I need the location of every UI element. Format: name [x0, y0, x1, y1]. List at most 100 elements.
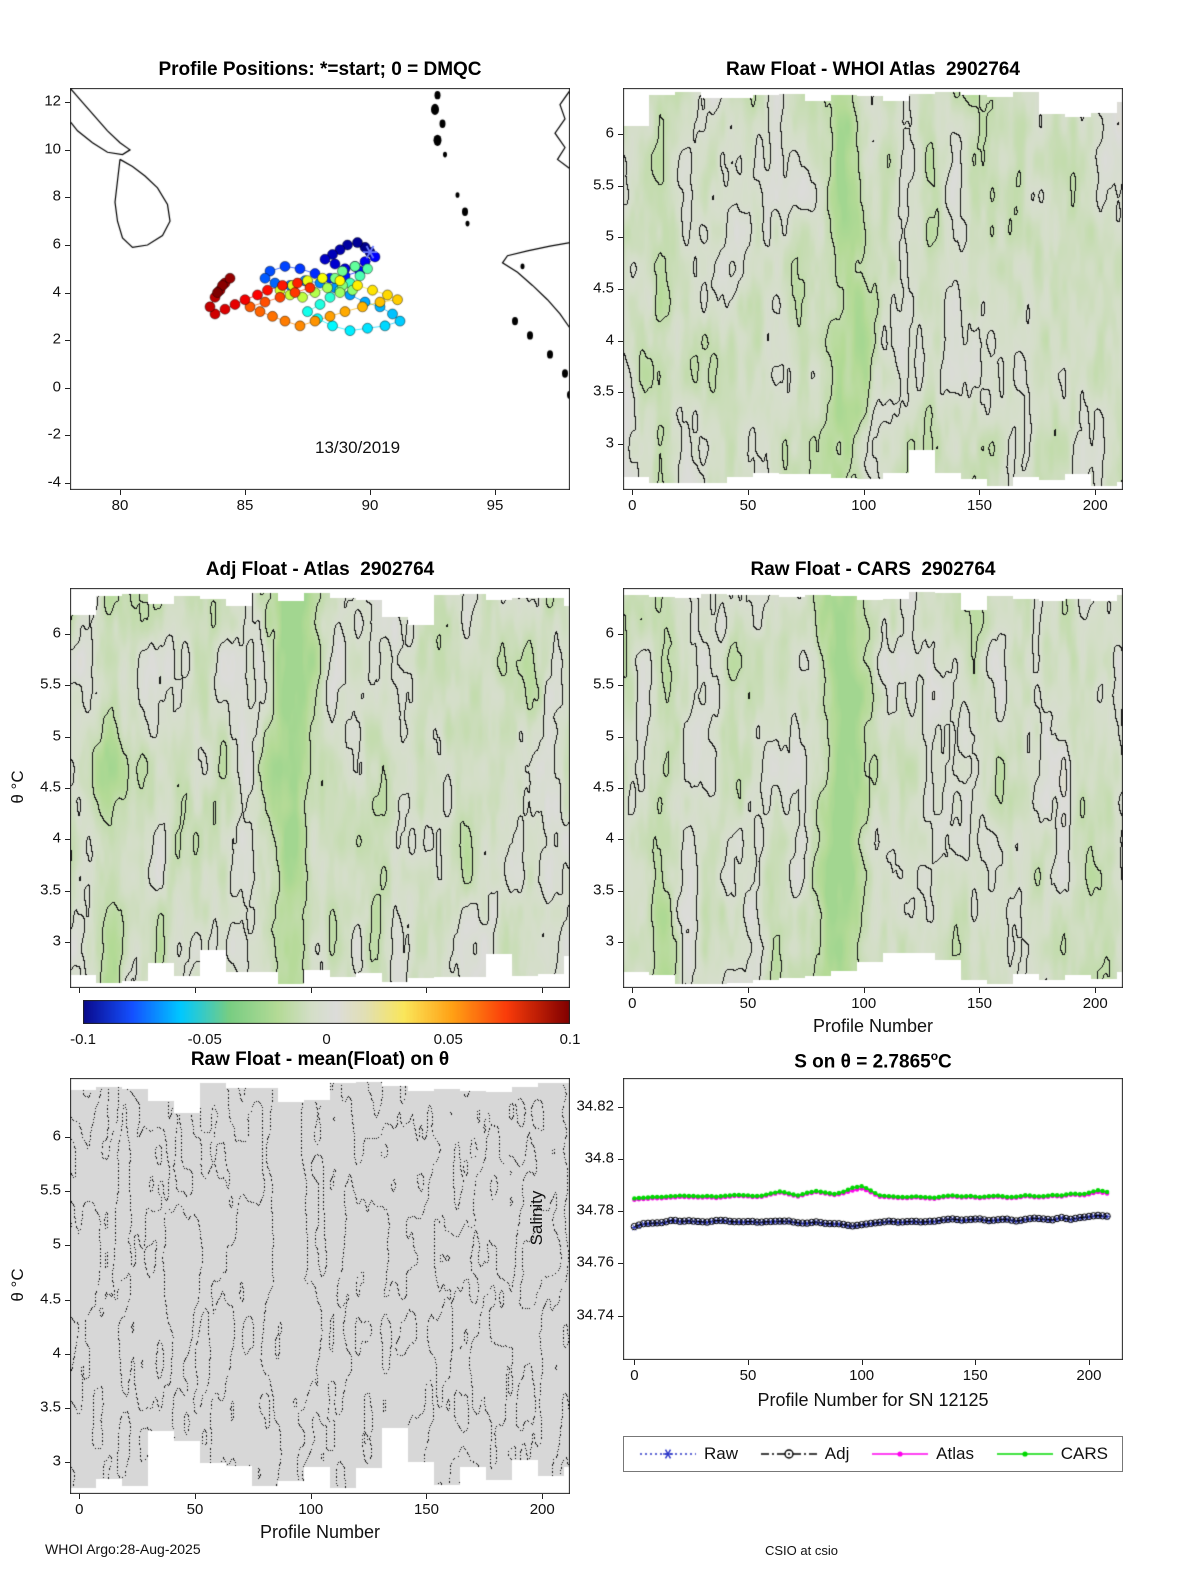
panel-title: Profile Positions: *=start; 0 = DMQC [158, 59, 482, 80]
x-tick-label: 0 [628, 995, 637, 1012]
x-tick-mark [634, 1360, 636, 1365]
y-tick-mark [618, 340, 623, 342]
y-tick-mark [65, 149, 70, 151]
y-tick-label: 12 [44, 92, 61, 110]
panel-title: S on θ = 2.7865oC [603, 1049, 1143, 1073]
x-tick-mark [495, 490, 496, 495]
y-tick-mark [618, 1158, 623, 1160]
y-tick-mark [65, 634, 70, 636]
adj-legend-marker-icon [758, 1445, 819, 1463]
x-tick-mark [863, 490, 865, 495]
y-tick-mark [65, 1353, 70, 1355]
y-tick-mark [65, 1461, 70, 1463]
colorbar-tick-label: 0.1 [559, 1031, 581, 1048]
y-tick-label: 2 [52, 330, 61, 348]
x-tick-label: 150 [413, 1501, 439, 1518]
legend-box: Raw Adj Atlas CARS [623, 1436, 1123, 1472]
contour-canvas-adj-atlas [70, 588, 570, 988]
legend-label: CARS [1060, 1444, 1108, 1463]
x-axis-label: Profile Number [812, 1016, 934, 1036]
y-tick-label: 6 [605, 125, 614, 143]
legend-label: Raw [704, 1444, 739, 1463]
y-tick-label: 3.5 [593, 881, 614, 899]
y-tick-mark [65, 941, 70, 943]
y-tick-mark [618, 443, 623, 445]
y-tick-mark [65, 197, 70, 199]
x-tick-mark [310, 988, 312, 993]
y-tick-mark [618, 289, 623, 290]
y-tick-mark [618, 736, 623, 738]
title-text: C [938, 1051, 952, 1073]
x-tick-mark [975, 1360, 977, 1365]
y-axis-label-salinity: Salinity [527, 1190, 546, 1246]
y-tick-label: 6 [52, 235, 61, 253]
x-tick-label: 100 [849, 1367, 875, 1384]
x-tick-label: 50 [739, 1367, 757, 1384]
y-tick-mark [65, 102, 70, 104]
y-tick-label: 5 [52, 727, 61, 745]
y-tick-label: 34.78 [576, 1201, 614, 1219]
y-tick-mark [618, 634, 623, 636]
y-tick-mark [618, 685, 623, 687]
map-date-label: 13/30/2019 [315, 437, 401, 457]
x-tick-mark [1088, 1360, 1090, 1365]
x-tick-label: 150 [966, 497, 992, 514]
x-tick-mark [748, 988, 749, 993]
y-tick-mark [65, 1407, 70, 1409]
x-tick-label: 50 [186, 1501, 204, 1518]
colorbar-tick-label: -0.05 [187, 1031, 222, 1048]
contour-canvas-raw-cars [623, 588, 1123, 988]
colorbar-tick-label: 0 [322, 1031, 331, 1048]
x-tick-mark [120, 490, 121, 495]
y-tick-label: 34.76 [576, 1254, 614, 1272]
y-tick-mark [618, 1211, 623, 1213]
x-axis-label: Profile Number [259, 1522, 381, 1542]
y-tick-label: 4.5 [40, 778, 61, 796]
y-tick-label: 4 [605, 829, 614, 847]
legend-item-raw: Raw [638, 1444, 738, 1464]
y-tick-mark [618, 890, 623, 892]
y-tick-label: 34.74 [576, 1306, 614, 1324]
colorbar-tick-label: 0.05 [433, 1031, 463, 1048]
y-tick-mark [618, 941, 623, 943]
y-tick-label: 4.5 [593, 279, 614, 297]
x-tick-label: 200 [529, 1501, 555, 1518]
y-tick-mark [618, 839, 623, 841]
y-tick-label: 4 [52, 829, 61, 847]
y-tick-mark [65, 340, 70, 342]
y-tick-label: 5 [605, 228, 614, 246]
x-tick-label: 200 [1082, 497, 1108, 514]
x-tick-label: 50 [739, 995, 757, 1012]
y-tick-label: 5.5 [40, 1182, 61, 1200]
x-tick-label: 150 [962, 1367, 988, 1384]
y-tick-mark [65, 1191, 70, 1193]
x-tick-mark [863, 988, 865, 993]
y-tick-label: 6 [605, 624, 614, 642]
panel-profile-positions: Profile Positions: *=start; 0 = DMQC 13/… [44, 59, 570, 514]
panel-salinity-on-theta: S on θ = 2.7865oC Salinity Profile Numbe… [527, 1049, 1123, 1410]
title-superscript: o [930, 1049, 939, 1063]
y-tick-mark [618, 185, 623, 187]
y-tick-label: 4 [52, 1344, 61, 1362]
x-tick-label: 100 [851, 497, 877, 514]
contour-canvas-mean-float [70, 1078, 570, 1494]
panel-raw-float-minus-mean: Raw Float - mean(Float) on θ θ °C Profil… [8, 1049, 570, 1542]
panel-raw-float-whoi-atlas: Raw Float - WHOI Atlas 2902764 0 50 100 150… [593, 59, 1123, 514]
x-tick-mark [542, 988, 544, 993]
y-tick-mark [65, 292, 70, 294]
y-tick-label: 6 [52, 624, 61, 642]
y-tick-label: 4 [605, 331, 614, 349]
y-tick-label: 3.5 [593, 382, 614, 400]
y-tick-label: 3.5 [40, 1398, 61, 1416]
y-tick-mark [618, 1263, 623, 1265]
panel-title: Raw Float - CARS 2902764 [750, 559, 996, 580]
y-tick-mark [65, 1245, 70, 1247]
x-tick-mark [245, 490, 246, 495]
x-tick-label: 80 [111, 497, 129, 514]
y-tick-label: 3 [52, 932, 61, 950]
y-tick-mark [65, 839, 70, 841]
x-tick-mark [426, 988, 428, 993]
y-tick-mark [618, 134, 623, 136]
y-tick-label: 5 [52, 1236, 61, 1254]
